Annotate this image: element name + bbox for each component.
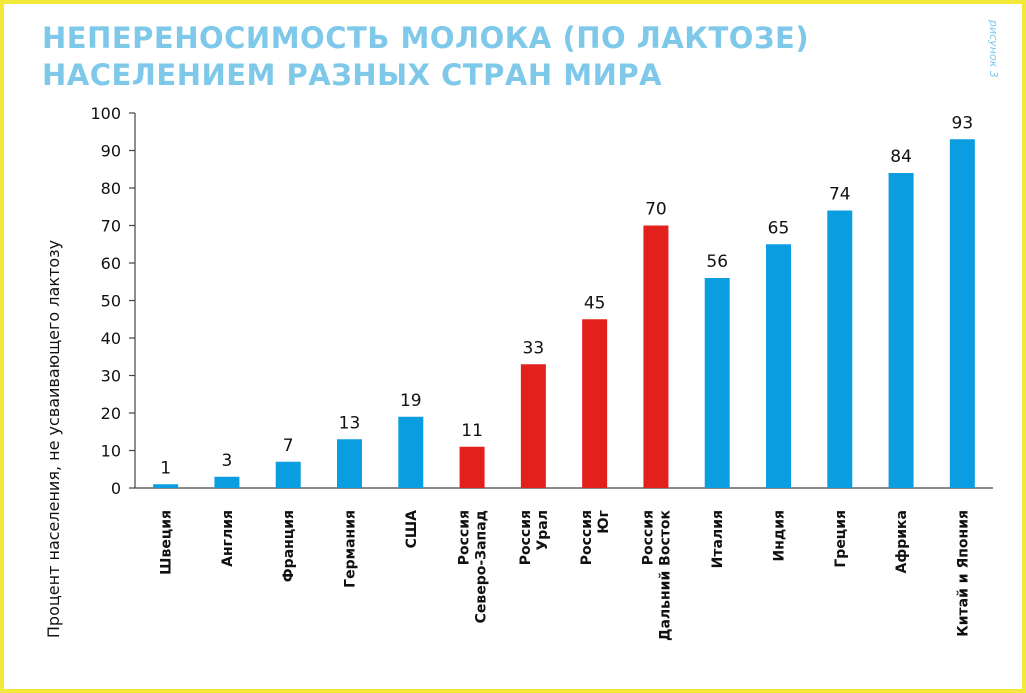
bar-value-label: 7 xyxy=(283,436,294,456)
bar xyxy=(275,461,301,488)
category-labels: Швеция Англия Франция Германия США Россия Севе… xyxy=(159,510,972,642)
bar xyxy=(337,439,362,488)
category-label: Италия xyxy=(710,510,726,568)
bar-value-label: 13 xyxy=(339,413,361,433)
category-label: Германия xyxy=(343,510,359,588)
bar-value-label: 65 xyxy=(768,218,790,238)
bar xyxy=(704,278,730,488)
category-label: США xyxy=(404,510,420,549)
chart-title-line-2: НАСЕЛЕНИЕМ РАЗНЫХ СТРАН МИРА xyxy=(42,58,663,92)
y-axis-label: Процент населения, не усваивающего лакто… xyxy=(44,240,63,638)
y-tick-label: 70 xyxy=(101,217,121,236)
category-label: Урал xyxy=(535,510,551,551)
category-label: Африка xyxy=(894,510,910,574)
bar-value-label: 1 xyxy=(160,458,171,478)
y-tick-label: 0 xyxy=(111,479,121,498)
category-label: Индия xyxy=(772,510,788,562)
category-label: Китай и Япония xyxy=(955,510,971,637)
category-label: Дальний Восток xyxy=(657,510,673,642)
bar-value-label: 84 xyxy=(890,147,912,167)
category-label: Россия xyxy=(457,510,473,565)
y-tick-label: 90 xyxy=(101,142,121,161)
y-tick-label: 30 xyxy=(101,367,121,386)
bar xyxy=(888,173,914,488)
y-tick-label: 40 xyxy=(101,329,121,348)
bar xyxy=(582,319,608,488)
bar xyxy=(827,210,853,488)
y-tick-label: 20 xyxy=(101,404,121,423)
bar xyxy=(766,244,791,488)
bar xyxy=(214,476,240,488)
bar-value-label: 93 xyxy=(952,113,974,133)
chart-title: НЕПЕРЕНОСИМОСТЬ МОЛОКА (ПО ЛАКТОЗЕ) НАСЕ… xyxy=(42,20,809,94)
bar-value-label: 33 xyxy=(523,338,545,358)
y-tick-label: 100 xyxy=(90,104,121,123)
bar-value-label: 56 xyxy=(706,252,728,272)
bar xyxy=(643,225,669,488)
category-label: Россия xyxy=(518,510,534,565)
bar xyxy=(398,416,424,488)
category-label: Швеция xyxy=(159,510,175,575)
bar-value-label: 70 xyxy=(645,200,667,220)
category-label: Юг xyxy=(596,510,612,534)
y-tick-label: 50 xyxy=(101,292,121,311)
y-axis: 0 10 20 30 40 50 60 70 80 90 100 xyxy=(90,104,993,498)
chart-title-line-1: НЕПЕРЕНОСИМОСТЬ МОЛОКА (ПО ЛАКТОЗЕ) xyxy=(42,21,810,55)
bar xyxy=(459,446,485,488)
category-label: Северо-Запад xyxy=(474,510,490,623)
bar xyxy=(520,364,546,488)
bar-value-label: 11 xyxy=(461,421,483,441)
category-label: Франция xyxy=(281,510,297,582)
bars xyxy=(153,139,975,488)
y-tick-label: 80 xyxy=(101,179,121,198)
y-tick-label: 10 xyxy=(101,442,121,461)
category-label: Греция xyxy=(833,510,849,568)
bar xyxy=(949,139,975,488)
category-label: Англия xyxy=(220,510,236,567)
category-label: Россия xyxy=(640,510,656,565)
bar-value-label: 45 xyxy=(584,293,606,313)
category-label: Россия xyxy=(579,510,595,565)
bar-value-label: 19 xyxy=(400,391,422,411)
bar-value-label: 3 xyxy=(222,451,233,471)
bar xyxy=(153,484,179,488)
bar-value-label: 74 xyxy=(829,185,851,205)
y-tick-label: 60 xyxy=(101,254,121,273)
